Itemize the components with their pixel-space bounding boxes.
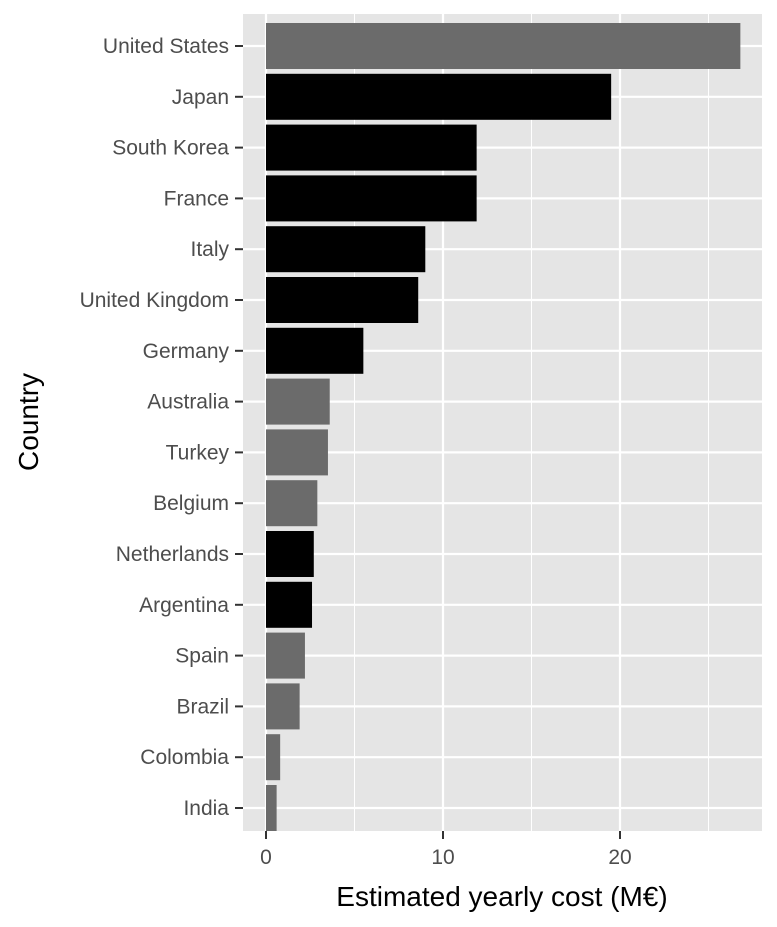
y-tick-label: India xyxy=(183,797,229,820)
y-tick-label: Argentina xyxy=(139,594,229,617)
y-tick-label: Germany xyxy=(143,340,230,363)
x-tick-label: 20 xyxy=(608,846,631,869)
bar xyxy=(266,226,426,273)
y-tick-label: United Kingdom xyxy=(80,289,229,312)
bar xyxy=(266,124,477,171)
y-tick-label: Turkey xyxy=(166,441,230,464)
x-tick-label: 10 xyxy=(431,846,454,869)
bar xyxy=(266,581,313,628)
bar xyxy=(266,327,364,374)
bar xyxy=(266,175,477,222)
bar xyxy=(266,683,300,730)
bar xyxy=(266,531,314,577)
bar xyxy=(266,480,318,527)
y-tick-label: Brazil xyxy=(176,695,229,718)
y-tick-label: Colombia xyxy=(140,746,229,769)
y-tick-label: France xyxy=(164,187,229,210)
y-tick-label: Spain xyxy=(175,645,229,668)
bar xyxy=(266,429,328,476)
bar xyxy=(266,277,419,323)
y-axis: United States Japan South Korea France Italy… xyxy=(80,35,243,820)
bars xyxy=(266,23,741,831)
bar xyxy=(266,378,330,425)
y-axis-title: Country xyxy=(13,373,44,471)
bar xyxy=(266,785,277,831)
bar xyxy=(266,734,281,781)
y-tick-label: Japan xyxy=(172,86,229,109)
y-tick-label: United States xyxy=(103,35,229,58)
y-tick-label: Belgium xyxy=(153,492,229,515)
x-axis: 0 10 20 xyxy=(260,831,632,869)
y-tick-label: Italy xyxy=(190,238,229,261)
y-tick-label: Netherlands xyxy=(116,543,229,566)
x-tick-label: 0 xyxy=(260,846,272,869)
bar xyxy=(266,23,741,69)
bar xyxy=(266,632,305,679)
x-axis-title: Estimated yearly cost (M€) xyxy=(336,881,667,912)
y-tick-label: Australia xyxy=(147,391,229,414)
bar xyxy=(266,73,612,120)
y-tick-label: South Korea xyxy=(112,137,229,160)
